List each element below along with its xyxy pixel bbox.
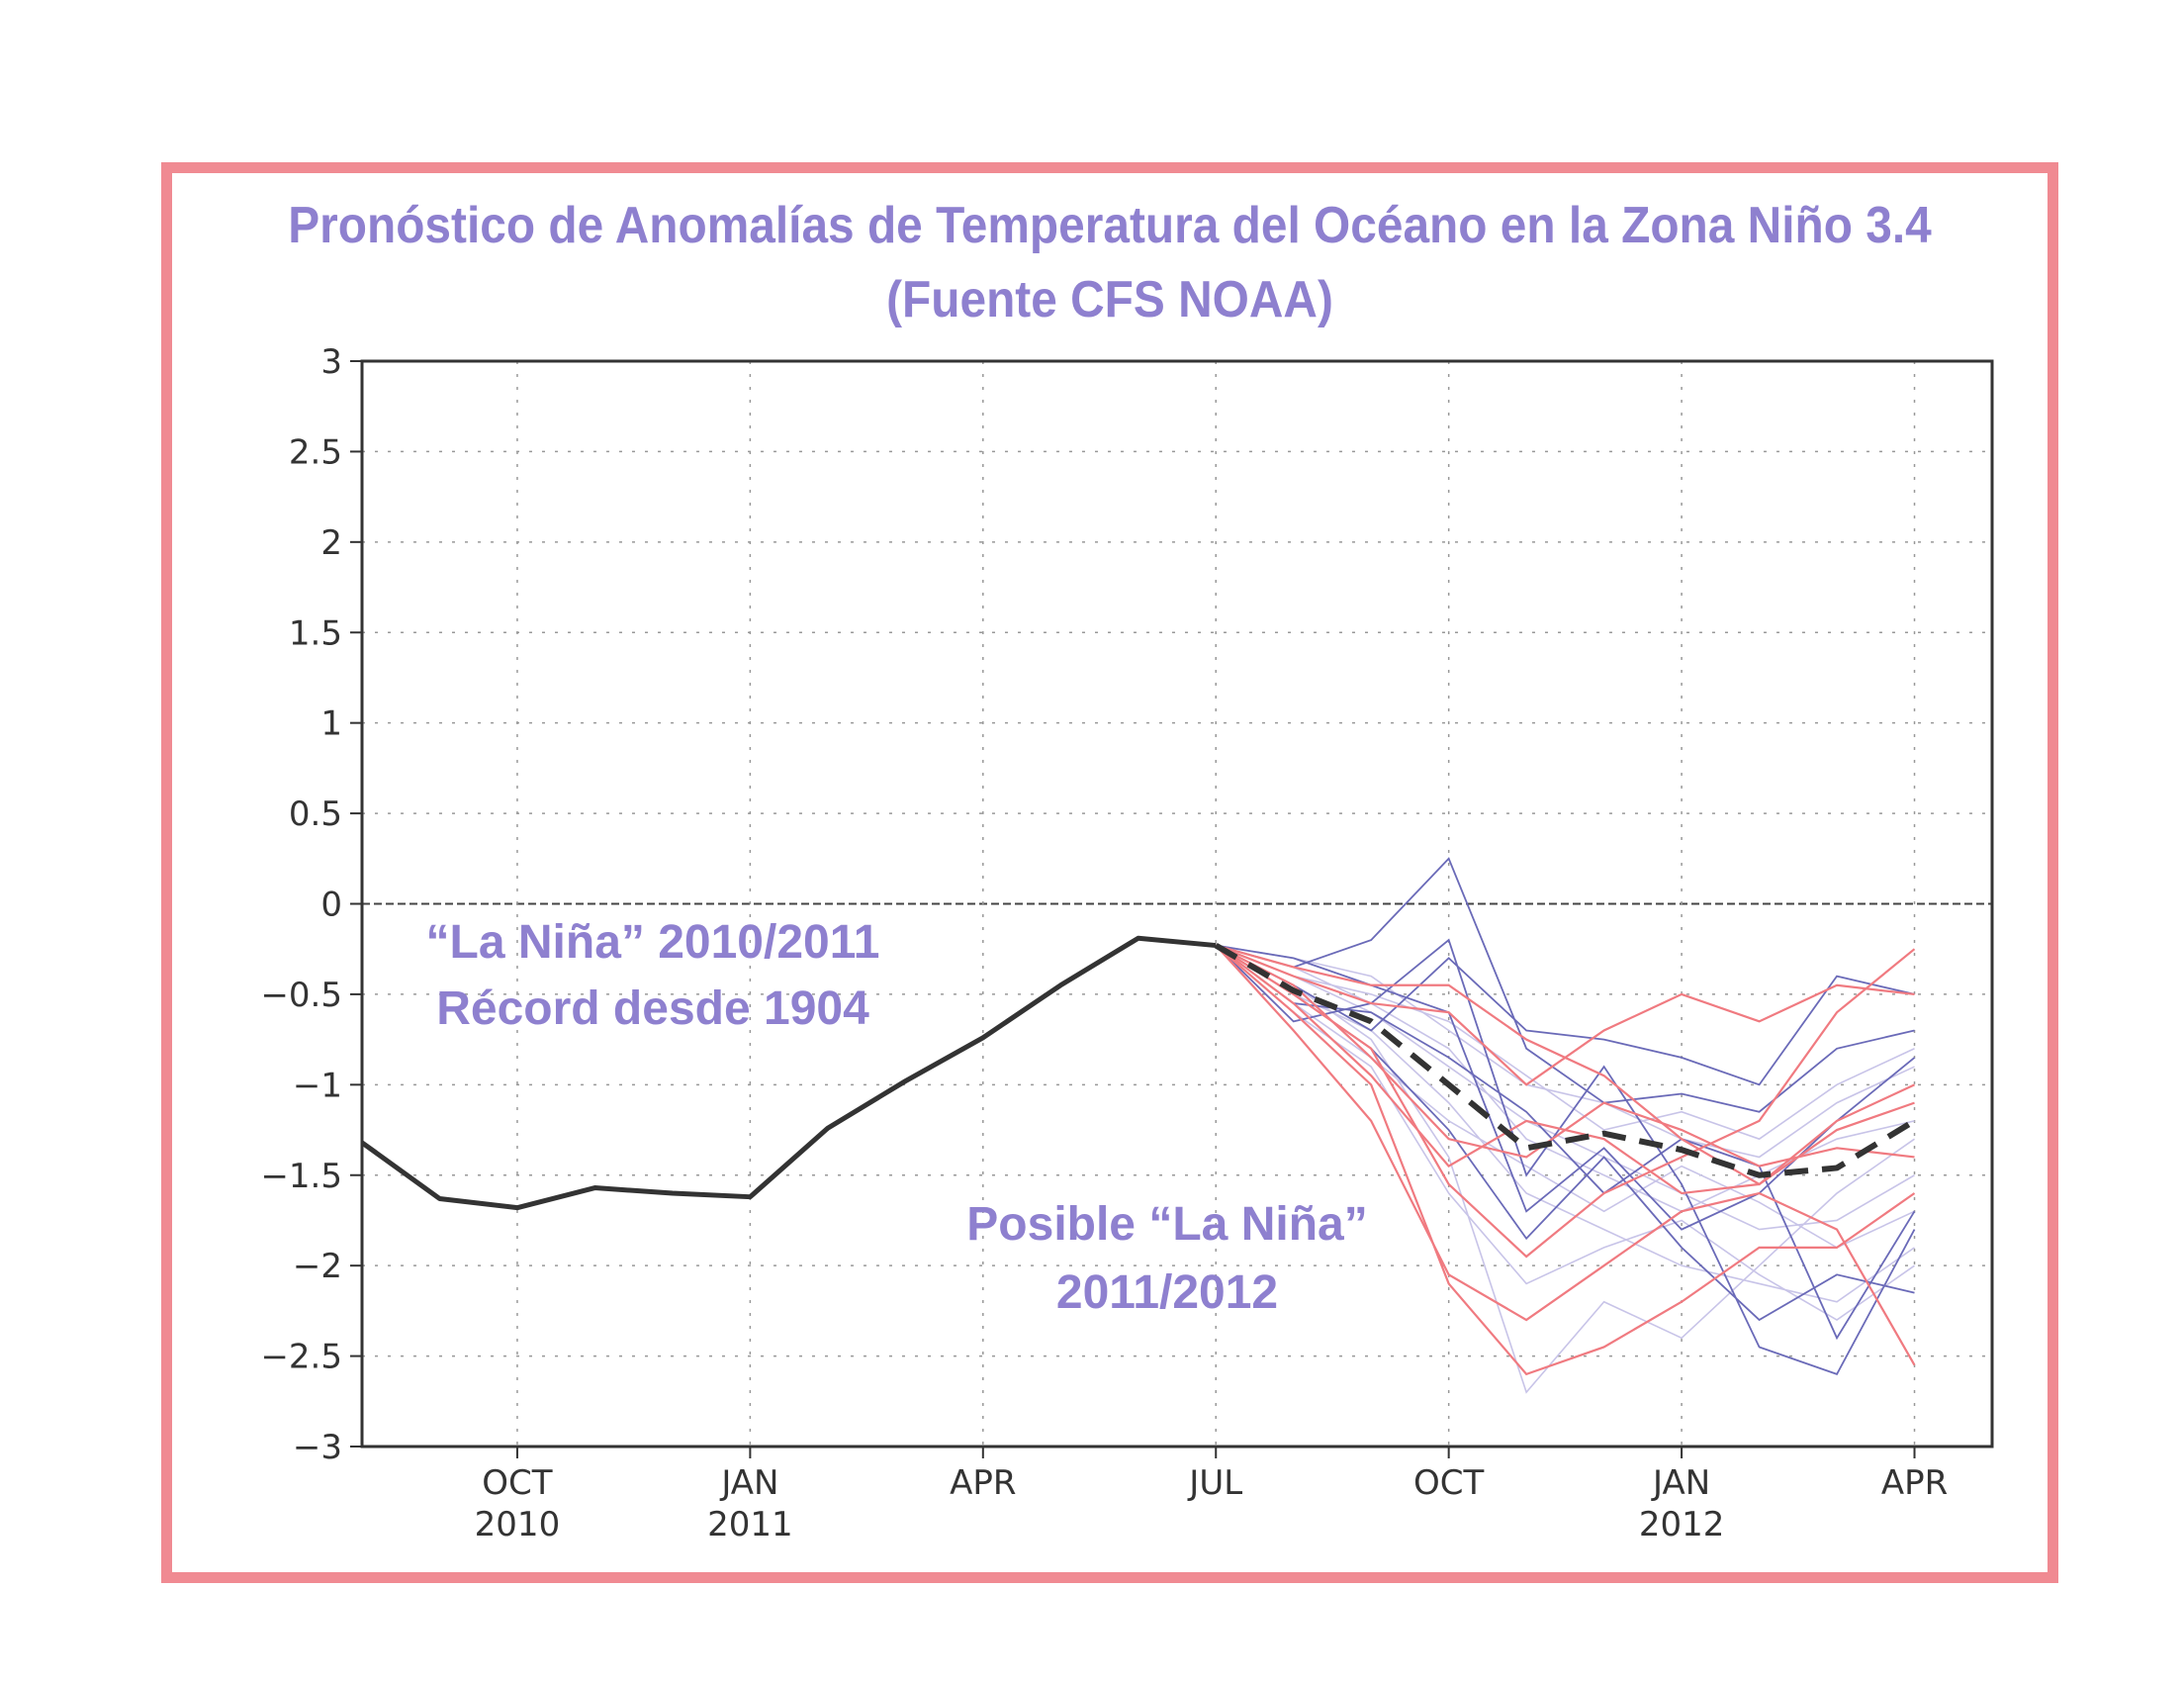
series-lines xyxy=(360,935,1917,1211)
y-tick-label: 3 xyxy=(320,342,342,382)
x-tick-label: JAN xyxy=(1651,1463,1710,1503)
ensemble-member-line xyxy=(1215,857,1915,1113)
axes: 32.521.510.50−0.5−1−1.5−2−2.5−3OCT2010JA… xyxy=(260,342,1994,1544)
ensemble-mean-line xyxy=(1214,942,1917,1178)
ensemble-member-line xyxy=(1215,944,1915,1195)
grid-lines xyxy=(362,361,1992,1447)
x-tick-label: OCT xyxy=(1413,1463,1485,1503)
y-tick-label: −2.5 xyxy=(260,1338,342,1377)
chart-subtitle: (Fuente CFS NOAA) xyxy=(886,271,1333,328)
annotation-nina-2011-line1: Posible “La Niña” xyxy=(966,1198,1367,1251)
annotation-nina-2010-line1: “La Niña” 2010/2011 xyxy=(426,916,880,969)
x-tick-label: APR xyxy=(950,1463,1016,1503)
y-tick-label: 0 xyxy=(320,886,342,925)
annotation-nina-2010-line2: Récord desde 1904 xyxy=(436,982,869,1035)
chart-title: Pronóstico de Anomalías de Temperatura d… xyxy=(288,197,1932,254)
x-tick-year: 2010 xyxy=(475,1505,561,1544)
y-tick-label: 2.5 xyxy=(289,432,342,472)
y-tick-label: −1.5 xyxy=(260,1157,342,1196)
x-tick-label: JUL xyxy=(1187,1463,1242,1503)
x-tick-label: APR xyxy=(1881,1463,1948,1503)
y-tick-label: 0.5 xyxy=(289,794,342,834)
x-tick-year: 2011 xyxy=(707,1505,793,1544)
y-tick-label: −0.5 xyxy=(260,976,342,1015)
x-tick-label: JAN xyxy=(719,1463,778,1503)
chart-frame xyxy=(161,162,2058,1583)
ensemble-member-line xyxy=(1215,938,1916,1375)
y-tick-label: −2 xyxy=(293,1247,342,1286)
annotation-nina-2011-line2: 2011/2012 xyxy=(1056,1266,1278,1319)
ensemble-member-line xyxy=(1215,944,1916,1376)
x-tick-year: 2012 xyxy=(1639,1505,1725,1544)
ensemble-member-line xyxy=(1215,944,1915,1168)
y-tick-label: 1 xyxy=(320,704,342,744)
ensemble-members xyxy=(1215,857,1916,1394)
y-tick-label: −3 xyxy=(293,1428,342,1467)
ensemble-member-line xyxy=(1215,944,1915,1141)
ensemble-member-line xyxy=(1215,944,1915,1249)
y-tick-label: 1.5 xyxy=(289,613,342,653)
ensemble-member-line xyxy=(1215,944,1915,1231)
observed-line xyxy=(360,935,1217,1211)
ensemble-member-line xyxy=(1215,944,1916,1366)
y-tick-label: −1 xyxy=(293,1066,342,1105)
ensemble-member-line xyxy=(1216,944,1915,1159)
ensemble-member-line xyxy=(1215,944,1915,1186)
y-tick-label: 2 xyxy=(320,523,342,563)
x-tick-label: OCT xyxy=(482,1463,553,1503)
plot-border xyxy=(360,359,1994,1448)
